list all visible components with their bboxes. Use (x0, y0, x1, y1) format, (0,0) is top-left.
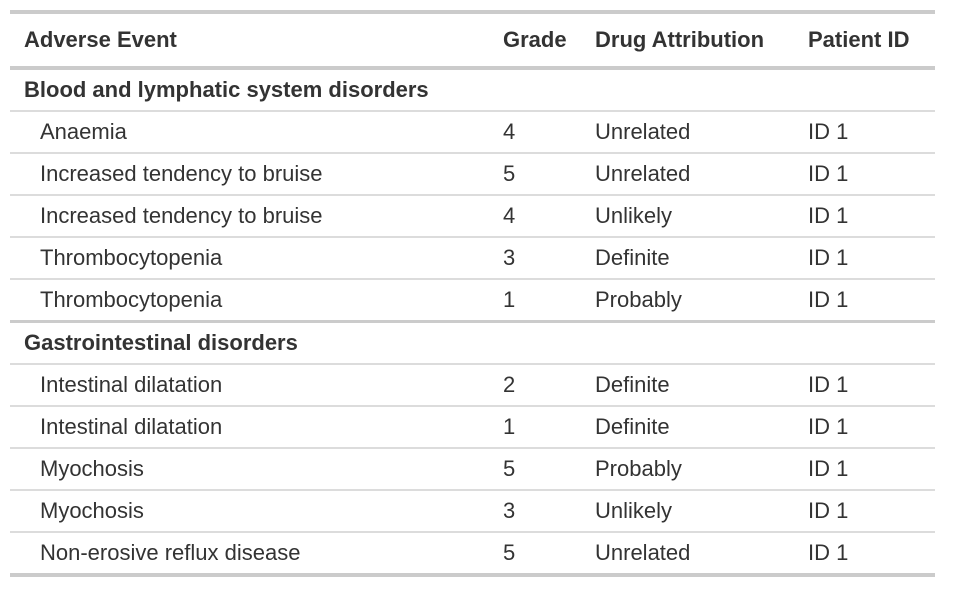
adverse-event-cell: Myochosis (40, 456, 144, 481)
adverse-event-cell: Intestinal dilatation (40, 414, 223, 439)
grade-cell: 4 (503, 119, 516, 144)
adverse-event-cell: Thrombocytopenia (40, 245, 223, 270)
table-row: Myochosis 3 Unlikely ID 1 (10, 490, 935, 532)
grade-cell: 5 (503, 456, 516, 481)
table-row: Intestinal dilatation 1 Definite ID 1 (10, 406, 935, 448)
column-header-adverse-event: Adverse Event (24, 27, 177, 52)
adverse-event-cell: Increased tendency to bruise (40, 161, 323, 186)
grade-cell: 4 (503, 203, 516, 228)
table-row: Thrombocytopenia 3 Definite ID 1 (10, 237, 935, 279)
patient-id-cell: ID 1 (808, 372, 849, 397)
grade-cell: 1 (503, 414, 516, 439)
table-row: Increased tendency to bruise 5 Unrelated ID… (10, 153, 935, 195)
grade-cell: 5 (503, 161, 516, 186)
drug-attribution-cell: Probably (595, 456, 682, 481)
adverse-event-cell: Myochosis (40, 498, 144, 523)
table-body: Blood and lymphatic system disorders Anae… (10, 68, 935, 575)
table-row: Thrombocytopenia 1 Probably ID 1 (10, 279, 935, 322)
patient-id-cell: ID 1 (808, 540, 849, 565)
adverse-event-cell: Anaemia (40, 119, 127, 144)
adverse-event-cell: Thrombocytopenia (40, 287, 223, 312)
drug-attribution-cell: Definite (595, 372, 670, 397)
drug-attribution-cell: Unrelated (595, 161, 691, 186)
group-header-label: Blood and lymphatic system disorders (24, 77, 429, 102)
patient-id-cell: ID 1 (808, 414, 849, 439)
patient-id-cell: ID 1 (808, 161, 849, 186)
grade-cell: 3 (503, 498, 516, 523)
column-header-grade: Grade (503, 27, 567, 52)
table-row: Myochosis 5 Probably ID 1 (10, 448, 935, 490)
adverse-event-cell: Increased tendency to bruise (40, 203, 323, 228)
patient-id-cell: ID 1 (808, 203, 849, 228)
group-header-row: Blood and lymphatic system disorders (10, 68, 935, 111)
adverse-event-cell: Intestinal dilatation (40, 372, 223, 397)
drug-attribution-cell: Unlikely (595, 203, 673, 228)
grade-cell: 3 (503, 245, 516, 270)
drug-attribution-cell: Unlikely (595, 498, 673, 523)
group-header-label: Gastrointestinal disorders (24, 330, 298, 355)
column-header-patient-id: Patient ID (808, 27, 910, 52)
adverse-event-cell: Non-erosive reflux disease (40, 540, 301, 565)
adverse-events-table: Adverse Event Grade Drug Attribution Pat… (10, 10, 935, 577)
table-row: Anaemia 4 Unrelated ID 1 (10, 111, 935, 153)
patient-id-cell: ID 1 (808, 456, 849, 481)
patient-id-cell: ID 1 (808, 119, 849, 144)
group-header-row: Gastrointestinal disorders (10, 321, 935, 365)
drug-attribution-cell: Definite (595, 245, 670, 270)
drug-attribution-cell: Unrelated (595, 119, 691, 144)
grade-cell: 2 (503, 372, 516, 397)
column-header-drug-attribution: Drug Attribution (595, 27, 765, 52)
patient-id-cell: ID 1 (808, 245, 849, 270)
grade-cell: 1 (503, 287, 516, 312)
grade-cell: 5 (503, 540, 516, 565)
drug-attribution-cell: Probably (595, 287, 682, 312)
patient-id-cell: ID 1 (808, 287, 849, 312)
drug-attribution-cell: Unrelated (595, 540, 691, 565)
header-row: Adverse Event Grade Drug Attribution Pat… (10, 12, 935, 68)
patient-id-cell: ID 1 (808, 498, 849, 523)
table-row: Increased tendency to bruise 4 Unlikely ID … (10, 195, 935, 237)
table-row: Non-erosive reflux disease 5 Unrelated ID 1 (10, 532, 935, 575)
drug-attribution-cell: Definite (595, 414, 670, 439)
table-row: Intestinal dilatation 2 Definite ID 1 (10, 364, 935, 406)
